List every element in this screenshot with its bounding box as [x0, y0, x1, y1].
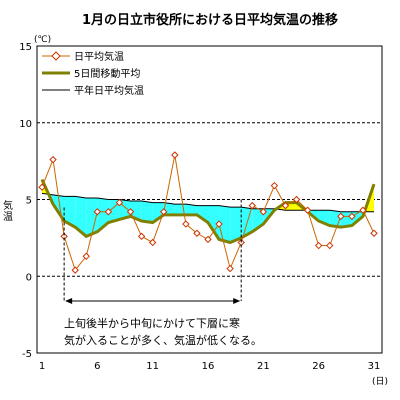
legend-label-moving-average: 5日間移動平均	[74, 67, 140, 80]
daily-temp-point	[326, 241, 334, 250]
daily-temp-point	[104, 208, 113, 216]
fill-below-normal	[152, 202, 164, 223]
y-unit-label: (℃)	[34, 35, 51, 45]
annotation: 上旬後半から中旬にかけて下層に寒 気が入ることが多く、気温が低くなる。	[63, 199, 262, 347]
normal-temp-line	[41, 192, 374, 213]
daily-temp-point	[82, 252, 90, 261]
daily-temp-point	[115, 198, 124, 207]
daily-temp-point	[303, 206, 312, 214]
daily-temp-point	[348, 212, 356, 221]
x-tick-label: 31	[368, 361, 381, 372]
x-tick-labels: 1 6 11 16 21 26 31	[39, 361, 381, 372]
chart-title: 1月の日立市役所における日平均気温の推移	[82, 12, 338, 28]
annotation-arrowhead-right	[233, 298, 241, 304]
daily-temp-point	[226, 264, 234, 273]
daily-temp-point	[281, 201, 290, 210]
legend: 日平均気温 5日間移動平均 平年日平均気温	[42, 50, 144, 97]
daily-temp-point	[193, 229, 201, 237]
annotation-text-1: 上旬後半から中旬にかけて下層に寒	[64, 316, 240, 330]
x-tick-label: 26	[312, 361, 325, 372]
y-tick-labels: -5 0 5 10 15	[19, 42, 32, 360]
y-axis-label: 気温	[1, 199, 13, 222]
daily-temp-point	[148, 238, 157, 247]
daily-temp-point	[215, 220, 223, 228]
deviation-fills	[42, 179, 374, 243]
daily-temp-point	[182, 220, 190, 228]
daily-temp-point	[160, 208, 168, 216]
legend-label-normal: 平年日平均気温	[74, 84, 144, 97]
daily-temp-point	[126, 208, 135, 216]
y-tick-label: -5	[22, 349, 32, 360]
x-tick-label: 16	[202, 361, 215, 372]
moving-average-line	[40, 178, 376, 245]
annotation-arrowhead-left	[65, 298, 73, 304]
daily-temp-point	[337, 212, 345, 221]
daily-temp-point	[71, 266, 79, 274]
x-unit-label: (日)	[372, 376, 388, 387]
x-tick-label: 6	[94, 361, 100, 372]
daily-temp-markers	[38, 151, 378, 274]
daily-temp-point	[259, 208, 268, 216]
daily-temp-point	[49, 155, 57, 164]
fill-below-normal	[75, 196, 87, 237]
fill-below-normal	[252, 208, 264, 232]
daily-temp-point	[359, 206, 367, 214]
daily-temp-point	[137, 232, 146, 241]
daily-temp-point	[93, 208, 102, 216]
y-tick-label: 15	[19, 42, 32, 53]
daily-temp-point	[270, 181, 279, 190]
daily-temp-point	[171, 151, 179, 159]
daily-temp-point	[370, 229, 378, 237]
daily-temp-point	[204, 235, 212, 244]
fill-below-normal	[208, 205, 220, 240]
y-tick-label: 0	[26, 272, 32, 283]
annotation-text-2: 気が入ることが多く、気温が低くなる。	[64, 333, 262, 347]
daily-temp-point	[248, 201, 256, 210]
y-tick-label: 10	[19, 119, 32, 130]
fill-below-normal	[141, 201, 153, 223]
x-tick-label: 1	[39, 361, 45, 372]
legend-marker-daily	[51, 51, 61, 61]
legend-label-daily: 日平均気温	[74, 50, 124, 63]
daily-temp-point	[38, 183, 46, 191]
daily-temp-point	[314, 241, 323, 250]
fill-below-normal	[86, 197, 98, 237]
y-tick-label: 5	[26, 196, 32, 207]
fill-below-normal	[196, 205, 208, 223]
fill-below-normal	[185, 204, 197, 215]
x-tick-label: 11	[146, 361, 159, 372]
x-tick-label: 21	[257, 361, 270, 372]
daily-temp-point	[292, 195, 301, 204]
fill-below-normal	[64, 196, 76, 228]
fill-below-normal	[230, 207, 242, 243]
